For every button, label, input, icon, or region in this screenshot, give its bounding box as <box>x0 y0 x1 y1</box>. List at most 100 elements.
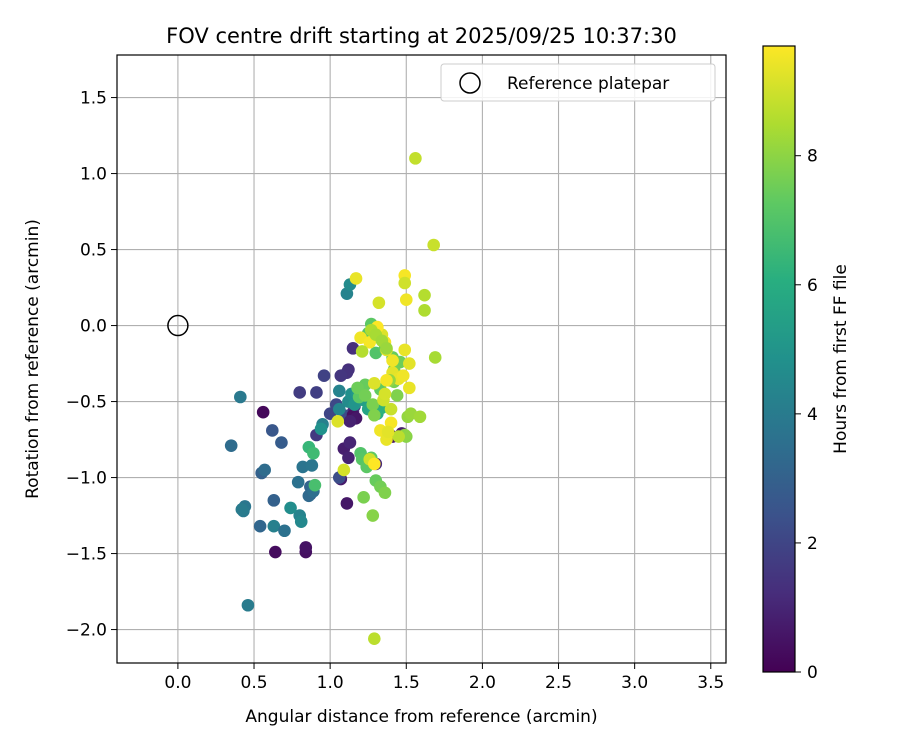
data-point <box>343 415 357 428</box>
colorbar-tick-label: 4 <box>807 405 818 425</box>
data-point <box>399 293 413 307</box>
y-tick-label: −1.5 <box>66 545 107 565</box>
data-point <box>378 387 392 401</box>
data-point <box>334 369 348 383</box>
data-point <box>256 405 270 419</box>
data-point <box>366 509 380 522</box>
x-tick-label: 1.5 <box>393 673 420 693</box>
x-tick-label: 1.0 <box>317 673 344 693</box>
data-point <box>314 422 328 436</box>
y-axis-label: Rotation from reference (arcmin) <box>23 219 43 499</box>
data-point <box>428 351 442 364</box>
data-point <box>368 377 381 390</box>
colorbar-tick-label: 8 <box>807 147 818 167</box>
data-point <box>372 296 386 310</box>
colorbar-gradient <box>762 45 796 673</box>
y-tick-label: 1.0 <box>80 165 107 185</box>
data-point <box>366 398 380 411</box>
data-point <box>267 519 281 533</box>
legend-box <box>440 63 716 102</box>
data-point <box>305 459 319 472</box>
data-point <box>291 475 305 489</box>
grid-lines <box>117 55 726 663</box>
data-point <box>384 402 398 416</box>
axis-ticks: 0.0 0.5 1.0 1.5 2.0 2.5 3.0 3.5 1.5 1.0 0.5 0.0 −0.5… <box>66 89 725 693</box>
colorbar-tick-label: 0 <box>807 663 818 683</box>
data-point <box>258 463 271 477</box>
data-point <box>351 381 364 395</box>
data-point <box>378 486 392 500</box>
data-point <box>337 463 351 477</box>
data-point <box>299 541 313 554</box>
y-tick-label: −2.0 <box>66 621 107 641</box>
data-point <box>390 389 404 402</box>
data-point <box>355 345 369 358</box>
x-tick-label: 0.5 <box>241 673 268 693</box>
colorbar-label: Hours from first FF file <box>831 264 851 454</box>
y-tick-label: 1.5 <box>80 89 107 109</box>
data-point <box>332 384 346 398</box>
x-tick-label: 3.5 <box>697 673 724 693</box>
data-point <box>418 304 431 317</box>
data-point <box>340 497 354 510</box>
data-point <box>349 272 363 285</box>
data-point <box>409 152 422 165</box>
data-point <box>331 415 345 428</box>
reference-platepar-marker <box>167 314 189 337</box>
data-point <box>381 425 395 439</box>
data-point <box>368 632 381 645</box>
x-axis-label: Angular distance from reference (arcmin) <box>245 707 597 727</box>
y-tick-label: −0.5 <box>66 393 107 413</box>
data-point <box>275 436 288 449</box>
y-tick-label: 0.5 <box>80 241 107 261</box>
data-point <box>368 457 381 471</box>
chart-title: FOV centre drift starting at 2025/09/25 … <box>166 24 677 48</box>
data-point <box>317 369 331 383</box>
data-point <box>398 276 412 290</box>
legend-label: Reference platepar <box>507 74 669 94</box>
data-point <box>241 598 255 612</box>
data-point <box>284 501 297 515</box>
data-point <box>278 524 291 538</box>
data-point <box>368 408 381 422</box>
data-point <box>427 238 440 252</box>
data-point <box>265 424 279 437</box>
data-point <box>380 342 393 355</box>
data-point <box>308 478 322 492</box>
data-point <box>403 357 416 370</box>
data-point <box>307 446 320 460</box>
data-point <box>358 389 372 402</box>
x-tick-label: 2.0 <box>469 673 496 693</box>
data-points <box>224 152 442 645</box>
data-point <box>392 430 405 443</box>
y-tick-label: 0.0 <box>80 317 107 337</box>
data-point <box>413 410 427 424</box>
data-point <box>380 373 393 387</box>
legend: Reference platepar <box>440 63 716 102</box>
data-point <box>398 343 412 357</box>
x-tick-label: 2.5 <box>545 673 572 693</box>
data-point <box>386 354 399 367</box>
data-point <box>332 402 346 416</box>
colorbar: 0 2 4 6 8 Hours from first FF file <box>762 45 851 683</box>
x-tick-label: 0.0 <box>164 673 191 693</box>
data-point <box>253 519 267 533</box>
data-point <box>343 436 357 449</box>
data-point <box>267 494 281 507</box>
data-point <box>310 386 323 399</box>
colorbar-ticks: 0 2 4 6 8 <box>795 147 818 683</box>
data-point <box>418 288 431 302</box>
data-point <box>357 491 370 504</box>
data-point <box>403 381 416 395</box>
data-point <box>342 451 355 465</box>
data-point <box>294 515 308 528</box>
x-tick-label: 3.0 <box>621 673 648 693</box>
data-point <box>396 369 410 383</box>
data-point <box>224 439 238 452</box>
plot-area-frame <box>116 54 727 664</box>
colorbar-tick-label: 2 <box>807 534 818 554</box>
data-point <box>269 545 282 559</box>
y-tick-label: −1.0 <box>66 469 107 489</box>
legend-marker <box>459 72 481 94</box>
